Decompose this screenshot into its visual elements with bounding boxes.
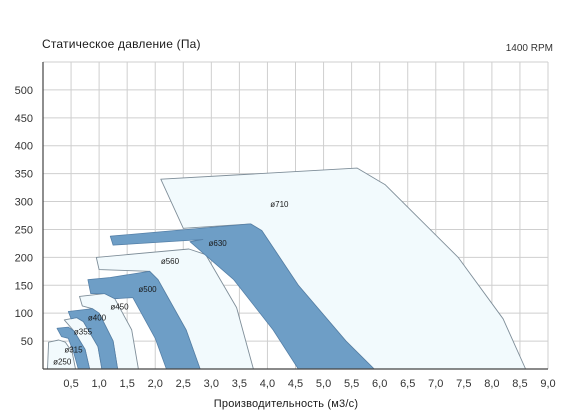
- x-tick-label: 0,5: [63, 378, 78, 390]
- x-tick-label: 1,0: [91, 378, 106, 390]
- x-tick-label: 1,5: [120, 378, 135, 390]
- x-tick-label: 6,5: [400, 378, 415, 390]
- axes: 0,5 1,0 1,5 2,0 2,5 3,0 3,5 4,0 4,5 5,0 5,5 6,0 6,5 7…: [15, 62, 556, 390]
- x-tick-label: 3,0: [204, 378, 219, 390]
- series-label: ø500: [138, 285, 157, 294]
- y-tick-label: 400: [15, 141, 33, 153]
- x-tick-label: 2,0: [148, 378, 163, 390]
- curve-labels: ø250 ø355 ø450 ø560 ø710 ø315 ø400 ø500 ø630: [53, 200, 289, 366]
- y-tick-label: 50: [21, 336, 33, 348]
- y-tick-label: 150: [15, 280, 33, 292]
- chart-subtitle: 1400 RPM: [505, 43, 553, 54]
- y-tick-label: 350: [15, 169, 33, 181]
- y-tick-label: 450: [15, 113, 33, 125]
- series-label: ø560: [161, 257, 180, 266]
- x-tick-label: 9,0: [540, 378, 555, 390]
- y-tick-label: 100: [15, 308, 33, 320]
- x-tick-label: 8,0: [484, 378, 499, 390]
- series-label: ø250: [53, 358, 72, 367]
- series-label: ø400: [88, 313, 107, 322]
- x-tick-label: 6,0: [372, 378, 387, 390]
- x-tick-label: 7,5: [456, 378, 471, 390]
- x-tick-label: 5,0: [316, 378, 331, 390]
- series-layer: [47, 167, 527, 370]
- x-axis-label: Производительность (м3/с): [213, 398, 359, 410]
- series-label: ø355: [74, 327, 93, 336]
- x-tick-label: 2,5: [176, 378, 191, 390]
- y-tick-label: 300: [15, 197, 33, 209]
- x-tick-label: 8,5: [512, 378, 527, 390]
- series-label: ø315: [64, 345, 83, 354]
- x-tick-label: 4,5: [288, 378, 303, 390]
- y-tick-label: 250: [15, 224, 33, 236]
- x-tick-label: 7,0: [428, 378, 443, 390]
- series-label: ø710: [270, 200, 289, 209]
- y-tick-label: 200: [15, 252, 33, 264]
- chart-title: Статическое давление (Па): [42, 37, 201, 51]
- x-tick-label: 4,0: [260, 378, 275, 390]
- series-label: ø630: [209, 239, 228, 248]
- x-tick-label: 3,5: [232, 378, 247, 390]
- x-tick-label: 5,5: [344, 378, 359, 390]
- y-tick-label: 500: [15, 85, 33, 97]
- series-label: ø450: [110, 302, 129, 311]
